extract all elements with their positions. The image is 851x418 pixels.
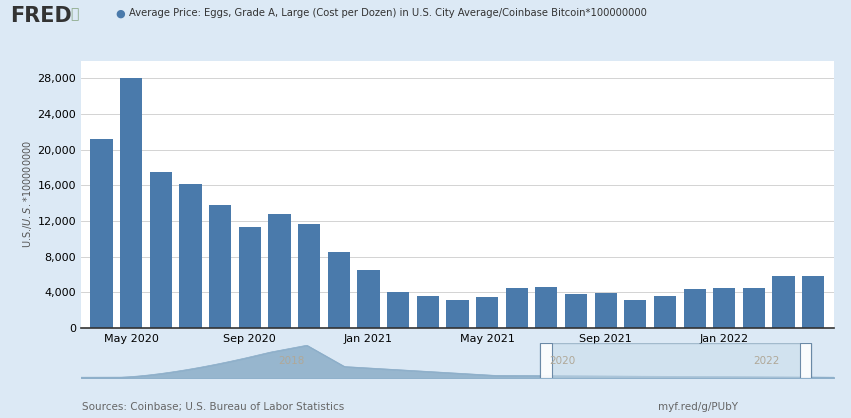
Text: 2018: 2018 [278, 356, 305, 365]
Bar [800, 343, 811, 378]
Bar [298, 224, 320, 328]
Bar [565, 294, 587, 328]
Bar [120, 79, 142, 328]
Bar [417, 296, 439, 328]
Text: Average Price: Eggs, Grade A, Large (Cost per Dozen) in U.S. City Average/Coinba: Average Price: Eggs, Grade A, Large (Cos… [129, 8, 648, 18]
Bar [150, 172, 172, 328]
Bar [387, 292, 409, 328]
Bar [357, 270, 380, 328]
Bar [268, 214, 291, 328]
Bar [328, 252, 350, 328]
Text: myf.red/g/PUbY: myf.red/g/PUbY [658, 402, 738, 412]
Bar [540, 343, 811, 378]
Bar [209, 205, 231, 328]
Bar [540, 343, 551, 378]
Bar [90, 139, 112, 328]
Text: 2020: 2020 [550, 356, 576, 365]
Bar [773, 276, 795, 328]
Bar [713, 288, 735, 328]
Bar [654, 296, 676, 328]
Bar [180, 184, 202, 328]
Bar [446, 300, 469, 328]
Bar [743, 288, 765, 328]
Bar [624, 300, 647, 328]
Bar [505, 288, 528, 328]
Text: 2022: 2022 [753, 356, 780, 365]
Y-axis label: U.S.$/U.S.$*100000000: U.S.$/U.S.$*100000000 [21, 140, 34, 248]
Text: ⮭: ⮭ [71, 7, 79, 21]
Bar [595, 293, 617, 328]
Bar [683, 289, 705, 328]
Bar [239, 227, 261, 328]
Bar [535, 287, 557, 328]
Bar [476, 297, 498, 328]
Text: Sources: Coinbase; U.S. Bureau of Labor Statistics: Sources: Coinbase; U.S. Bureau of Labor … [82, 402, 344, 412]
Bar [802, 276, 825, 328]
Text: ●: ● [115, 8, 124, 18]
Text: FRED: FRED [10, 6, 72, 26]
